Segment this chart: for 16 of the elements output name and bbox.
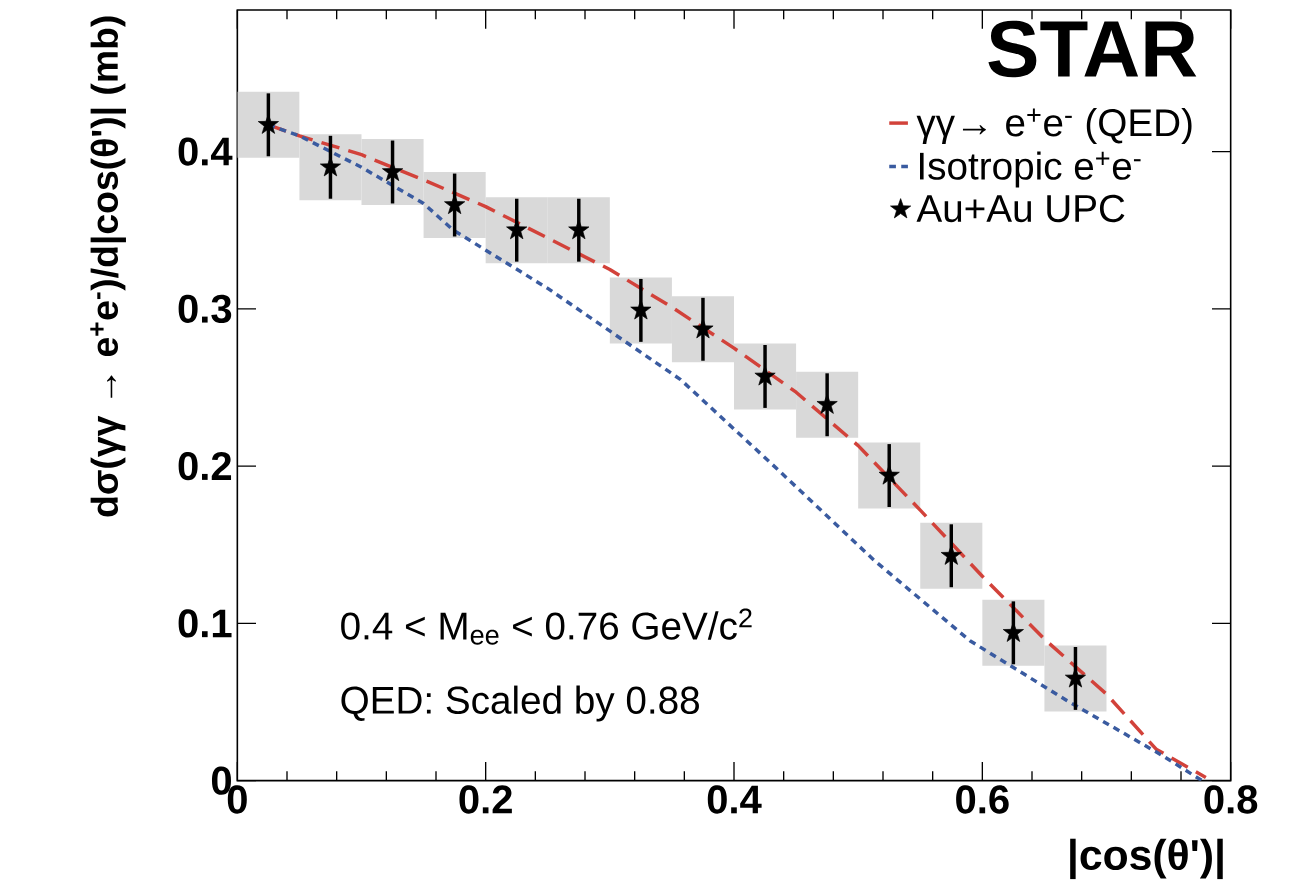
y-tick-label: 0.3 — [178, 294, 232, 324]
legend-label: γγ→ e$^{+}$e$^{-}$ (QED) — [916, 108, 1192, 145]
x-axis-title: |cos(θ')| — [1070, 838, 1223, 880]
annotation: STAR — [988, 20, 1197, 78]
x-tick-label: 0.4 — [707, 785, 762, 814]
y-axis-title: dσ(γγ → e$^{+}$e$^{-}$)/d|cos(θ')| (mb) — [90, 16, 126, 517]
legend-label: Au+Au UPC — [916, 194, 1125, 223]
y-tick-label: 0.2 — [178, 451, 232, 481]
x-tick-label: 0.2 — [459, 785, 512, 814]
x-tick-label: 0.6 — [956, 785, 1009, 814]
x-tick-label: 0.8 — [1204, 785, 1258, 814]
annotation: 0.4 < M$_{ee}$ < 0.76 GeV/c$^{2}$ — [341, 608, 752, 645]
y-tick-label: 0.4 — [178, 137, 233, 166]
legend-label: Isotropic e$^{+}$e$^{-}$ — [919, 151, 1141, 188]
y-tick-label: 0.1 — [178, 609, 232, 638]
annotation: QED: Scaled by 0.88 — [341, 685, 699, 722]
